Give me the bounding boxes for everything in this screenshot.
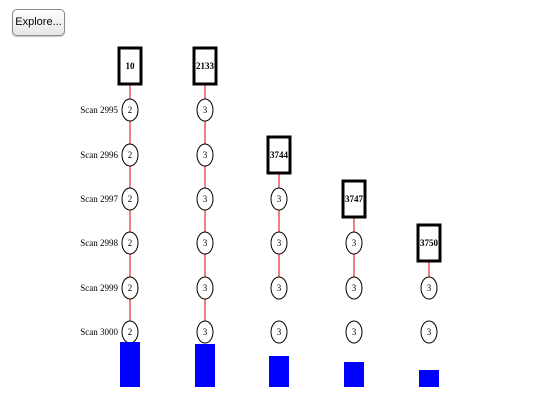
scan-node-value: 2 — [128, 283, 133, 293]
scan-node[interactable] — [196, 187, 214, 211]
bars-layer — [120, 342, 439, 387]
scan-node-value: 3 — [277, 238, 282, 248]
count-bar — [195, 344, 215, 387]
root-node-id: 3744 — [270, 150, 289, 160]
scan-node-value: 3 — [427, 327, 432, 337]
scan-node-value: 3 — [352, 283, 357, 293]
count-bar — [120, 342, 140, 387]
root-node-id: 2133 — [196, 61, 215, 71]
scan-node-value: 3 — [203, 238, 208, 248]
root-node-box[interactable] — [266, 135, 292, 175]
scan-node-value: 3 — [277, 194, 282, 204]
scan-node[interactable] — [420, 320, 438, 344]
scan-node-value: 3 — [203, 327, 208, 337]
scan-node-value: 2 — [128, 238, 133, 248]
scan-node-value: 2 — [128, 105, 133, 115]
scan-node-value: 2 — [128, 194, 133, 204]
row-label: Scan 2995 — [80, 105, 118, 115]
scan-node-value: 3 — [277, 283, 282, 293]
scan-node[interactable] — [196, 320, 214, 344]
scan-node[interactable] — [345, 320, 363, 344]
scan-node-value: 2 — [128, 327, 133, 337]
scan-node[interactable] — [270, 320, 288, 344]
root-node-id: 3750 — [420, 238, 439, 248]
columns-layer: 10 2 2 2 2 2 2 2133 3 3 3 3 3 3 3744 3 3 3 3 3747 3 3 3 3750 3 3 — [117, 46, 442, 344]
scan-node[interactable] — [345, 276, 363, 300]
scan-node-value: 2 — [128, 150, 133, 160]
row-labels: Scan 2995 Scan 2996 Scan 2997 Scan 2998 Scan… — [80, 105, 118, 337]
row-label: Scan 2997 — [80, 194, 118, 204]
row-label: Scan 2998 — [80, 238, 118, 248]
root-node-box[interactable] — [192, 46, 218, 86]
scan-node-value: 3 — [352, 327, 357, 337]
scan-node[interactable] — [196, 231, 214, 255]
lineage-column: 2133 3 3 3 3 3 3 — [192, 46, 218, 344]
scan-node[interactable] — [196, 143, 214, 167]
scan-node[interactable] — [121, 143, 139, 167]
scan-node[interactable] — [196, 98, 214, 122]
row-label: Scan 3000 — [80, 327, 118, 337]
scan-node[interactable] — [121, 276, 139, 300]
row-label: Scan 2999 — [80, 283, 118, 293]
lineage-column: 10 2 2 2 2 2 2 — [117, 46, 143, 344]
count-bar — [344, 362, 364, 387]
scan-node-value: 3 — [203, 150, 208, 160]
scan-node[interactable] — [196, 276, 214, 300]
scan-node-value: 3 — [277, 327, 282, 337]
explore-button[interactable]: Explore... — [12, 9, 65, 36]
scan-node-value: 3 — [203, 283, 208, 293]
count-bar — [269, 356, 289, 387]
root-node-box[interactable] — [416, 223, 442, 263]
count-bar — [419, 370, 439, 387]
scan-node[interactable] — [270, 231, 288, 255]
scan-node[interactable] — [270, 187, 288, 211]
root-node-box[interactable] — [117, 46, 143, 86]
scan-node-value: 3 — [203, 194, 208, 204]
root-node-box[interactable] — [341, 179, 367, 219]
scan-node-value: 3 — [427, 283, 432, 293]
lineage-column: 3744 3 3 3 3 — [266, 135, 292, 344]
row-label: Scan 2996 — [80, 150, 118, 160]
scan-node[interactable] — [345, 231, 363, 255]
root-node-id: 10 — [126, 61, 136, 71]
scan-node[interactable] — [420, 276, 438, 300]
scan-node[interactable] — [121, 98, 139, 122]
scan-node-value: 3 — [352, 238, 357, 248]
scan-node-value: 3 — [203, 105, 208, 115]
lineage-column: 3750 3 3 — [416, 223, 442, 344]
scan-node[interactable] — [121, 231, 139, 255]
root-node-id: 3747 — [345, 194, 364, 204]
scan-node[interactable] — [121, 187, 139, 211]
scan-node[interactable] — [270, 276, 288, 300]
lineage-column: 3747 3 3 3 — [341, 179, 367, 344]
